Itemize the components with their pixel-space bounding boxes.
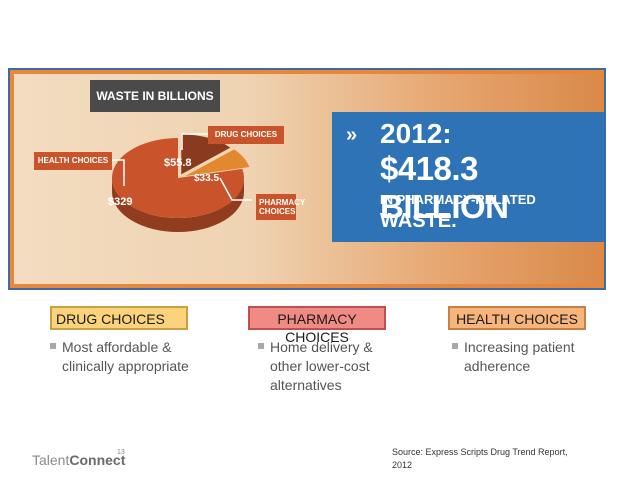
leader-line-1	[181, 133, 208, 150]
leader-line-0	[112, 159, 125, 186]
callout-line1: IN PHARMACY-RELATED	[380, 192, 536, 207]
heading-label: HEALTH CHOICES	[456, 311, 578, 327]
label-drug-choices: DRUG CHOICES	[208, 126, 284, 144]
pie-slice-drug-choices	[181, 134, 231, 175]
talent-connect-logo: TalentConnect	[32, 452, 125, 468]
bullet-text: Increasing patient adherence	[464, 339, 575, 374]
pie-side	[112, 178, 244, 232]
bullet-health: Increasing patient adherence	[452, 338, 582, 376]
bullet-text: Most affordable & clinically appropriate	[62, 339, 189, 374]
bullet-square-icon	[50, 343, 56, 349]
logo-light: Talent	[32, 452, 70, 468]
label-health-choices: HEALTH CHOICES	[34, 152, 112, 170]
heading-drug-choices: DRUG CHOICES	[50, 306, 188, 330]
callout-box: » 2012: $418.3 BILLION IN PHARMACY-RELAT…	[332, 112, 604, 242]
heading-label: PHARMACY CHOICES	[277, 311, 357, 345]
value-label-health: $329	[108, 196, 133, 208]
value-label-drug: $55.8	[164, 157, 192, 169]
callout-line2: WASTE.	[380, 210, 457, 232]
heading-label: DRUG CHOICES	[56, 311, 165, 327]
source-note: Source: Express Scripts Drug Trend Repor…	[392, 447, 568, 470]
callout-amount: $418.3 BILLION	[380, 150, 509, 225]
heading-health-choices: HEALTH CHOICES	[448, 306, 586, 330]
label-pharmacy-choices: PHARMACY CHOICES	[256, 194, 305, 220]
chevron-right-icon: »	[346, 124, 358, 146]
pie-slice-health-choices	[112, 138, 245, 219]
callout-year: 2012:	[380, 118, 452, 149]
bullet-square-icon	[258, 343, 264, 349]
pie-slice-pharmacy-choices	[185, 149, 250, 177]
page-number: 13	[117, 449, 125, 456]
bullet-pharmacy: Home delivery & other lower-cost alterna…	[258, 338, 388, 395]
logo-bold: Connect	[69, 452, 126, 468]
leader-line-2	[219, 177, 252, 201]
value-label-pharmacy: $33.5	[194, 173, 220, 184]
bullet-drug: Most affordable & clinically appropriate	[50, 338, 190, 376]
bullet-text: Home delivery & other lower-cost alterna…	[270, 339, 373, 393]
heading-pharmacy-choices: PHARMACY CHOICES	[248, 306, 386, 345]
bullet-square-icon	[452, 343, 458, 349]
chart-title: WASTE IN BILLIONS	[90, 80, 220, 112]
